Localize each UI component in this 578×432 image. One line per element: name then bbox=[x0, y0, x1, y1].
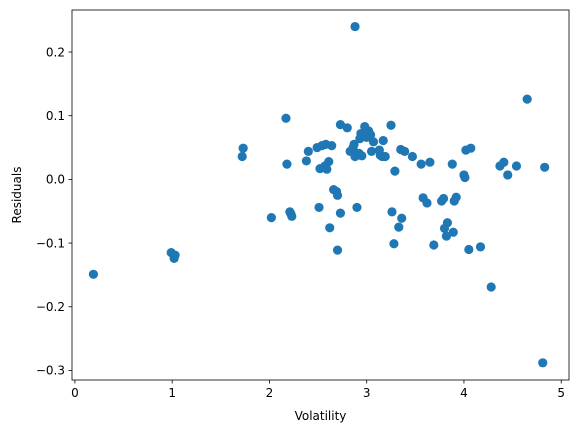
data-point bbox=[349, 139, 359, 149]
data-point bbox=[486, 282, 496, 292]
data-point bbox=[503, 170, 513, 180]
data-point bbox=[380, 151, 390, 162]
x-tick-label: 2 bbox=[266, 386, 274, 400]
data-point bbox=[378, 135, 388, 146]
data-point bbox=[281, 113, 291, 123]
x-axis-ticks: 0 1 2 3 4 5 bbox=[71, 380, 565, 400]
y-tick-label: 0.1 bbox=[46, 109, 65, 123]
x-axis-label: Volatility bbox=[295, 409, 347, 423]
y-tick-label: 0.0 bbox=[46, 173, 65, 187]
data-point bbox=[511, 161, 522, 171]
data-point bbox=[327, 141, 337, 151]
data-point bbox=[352, 202, 362, 213]
data-point bbox=[448, 227, 458, 237]
data-point bbox=[368, 137, 379, 147]
data-point bbox=[466, 143, 476, 153]
data-point bbox=[475, 242, 486, 252]
data-point bbox=[332, 190, 343, 200]
data-point bbox=[342, 123, 352, 133]
data-point bbox=[429, 240, 439, 250]
data-point bbox=[314, 202, 324, 213]
data-point bbox=[389, 239, 399, 249]
data-point bbox=[365, 130, 376, 140]
data-point bbox=[386, 120, 396, 130]
data-point bbox=[287, 211, 297, 221]
data-point bbox=[460, 172, 470, 183]
data-point bbox=[390, 166, 400, 176]
data-point bbox=[538, 358, 548, 368]
data-point bbox=[451, 192, 461, 202]
y-tick-label: −0.3 bbox=[36, 364, 65, 378]
data-point bbox=[425, 157, 435, 167]
data-point bbox=[366, 146, 377, 156]
data-point bbox=[238, 143, 248, 153]
x-tick-label: 4 bbox=[460, 386, 468, 400]
plot-frame bbox=[71, 9, 570, 381]
scatter-points bbox=[88, 21, 550, 368]
data-point bbox=[357, 151, 367, 161]
data-point bbox=[303, 146, 313, 156]
data-point bbox=[400, 146, 410, 156]
data-point bbox=[397, 213, 407, 223]
data-point bbox=[464, 244, 474, 255]
y-tick-label: −0.1 bbox=[36, 236, 65, 250]
x-tick-label: 3 bbox=[363, 386, 371, 400]
data-point bbox=[237, 151, 247, 162]
data-point bbox=[266, 213, 276, 223]
data-point bbox=[447, 159, 457, 169]
data-point bbox=[422, 198, 432, 208]
data-point bbox=[540, 162, 550, 172]
x-tick-label: 1 bbox=[168, 386, 176, 400]
data-point bbox=[170, 250, 180, 260]
y-tick-label: −0.2 bbox=[36, 300, 65, 314]
data-point bbox=[442, 218, 453, 228]
data-point bbox=[335, 208, 346, 218]
x-tick-label: 5 bbox=[557, 386, 565, 400]
x-tick-label: 0 bbox=[71, 386, 79, 400]
data-point bbox=[438, 193, 449, 204]
data-point bbox=[332, 245, 343, 255]
data-point bbox=[325, 223, 335, 233]
data-point bbox=[88, 269, 98, 279]
data-point bbox=[387, 207, 397, 217]
y-tick-label: 0.2 bbox=[46, 45, 65, 59]
data-point bbox=[522, 94, 532, 104]
y-axis-ticks: −0.3 −0.2 −0.1 0.0 0.1 0.2 bbox=[36, 45, 72, 378]
y-axis-label: Residuals bbox=[10, 167, 24, 224]
data-point bbox=[324, 156, 334, 167]
data-point bbox=[282, 159, 292, 169]
data-point bbox=[407, 151, 418, 162]
data-point bbox=[441, 231, 452, 241]
data-point bbox=[416, 159, 426, 169]
data-point bbox=[394, 222, 404, 232]
data-point bbox=[350, 21, 360, 32]
data-point bbox=[499, 157, 509, 167]
data-point bbox=[322, 164, 332, 174]
data-point bbox=[301, 156, 311, 166]
